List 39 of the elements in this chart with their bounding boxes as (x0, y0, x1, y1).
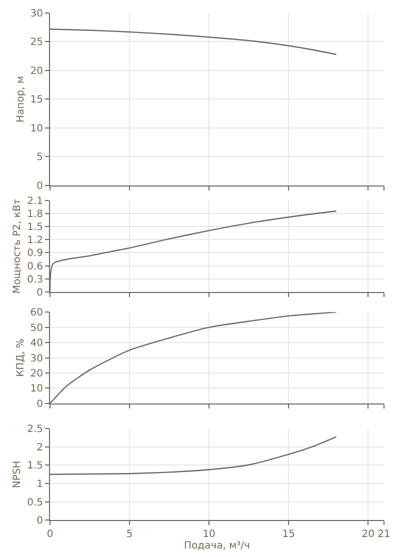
y-tick-label: 1.5 (27, 460, 43, 472)
y-tick-label: 2.1 (27, 196, 43, 208)
y-tick-label: 20 (30, 368, 43, 380)
x-tick-label: 10 (202, 529, 216, 540)
y-axis-title: NPSH (12, 460, 24, 488)
y-axis-title: Напор, м (15, 76, 26, 122)
y-tick-label: 30 (30, 353, 43, 364)
y-tick-label: 0 (36, 287, 43, 298)
x-tick-label: 0 (46, 529, 54, 540)
y-axis-title: КПД, % (15, 338, 26, 377)
y-tick-label: 10 (30, 123, 43, 134)
y-tick-label: 1.8 (27, 209, 43, 220)
y-tick-label: 0.5 (27, 497, 43, 508)
y-axis-title: Мощность P2, кВт (12, 198, 24, 294)
y-tick-label: 5 (36, 152, 43, 164)
y-tick-label: 1.2 (27, 235, 43, 246)
y-tick-label: 0 (36, 516, 43, 526)
y-tick-label: 1 (36, 479, 43, 490)
y-tick-label: 50 (30, 322, 43, 334)
x-tick-label: 15 (282, 529, 295, 540)
y-tick-label: 30 (30, 8, 43, 20)
y-tick-label: 15 (30, 94, 43, 106)
y-tick-label: 0 (36, 398, 43, 410)
y-tick-label: 20 (30, 66, 43, 77)
y-tick-label: 1.5 (27, 222, 43, 234)
y-tick-label: 25 (30, 37, 43, 48)
x-axis-title: Подача, м³/ч (184, 540, 250, 552)
y-tick-label: 0.6 (27, 261, 43, 272)
x-tick-label: 20 (362, 529, 374, 540)
y-tick-label: 60 (30, 308, 43, 319)
y-tick-label: 2.5 (27, 424, 43, 436)
y-tick-label: 10 (30, 384, 43, 395)
y-tick-label: 0.9 (27, 248, 43, 260)
x-tick-label: 21 (378, 529, 390, 540)
y-tick-label: 40 (30, 338, 43, 350)
y-tick-label: 2 (36, 442, 43, 454)
y-tick-label: 0.3 (27, 274, 43, 286)
y-tick-label: 0 (36, 180, 43, 192)
x-tick-label: 5 (126, 529, 133, 540)
